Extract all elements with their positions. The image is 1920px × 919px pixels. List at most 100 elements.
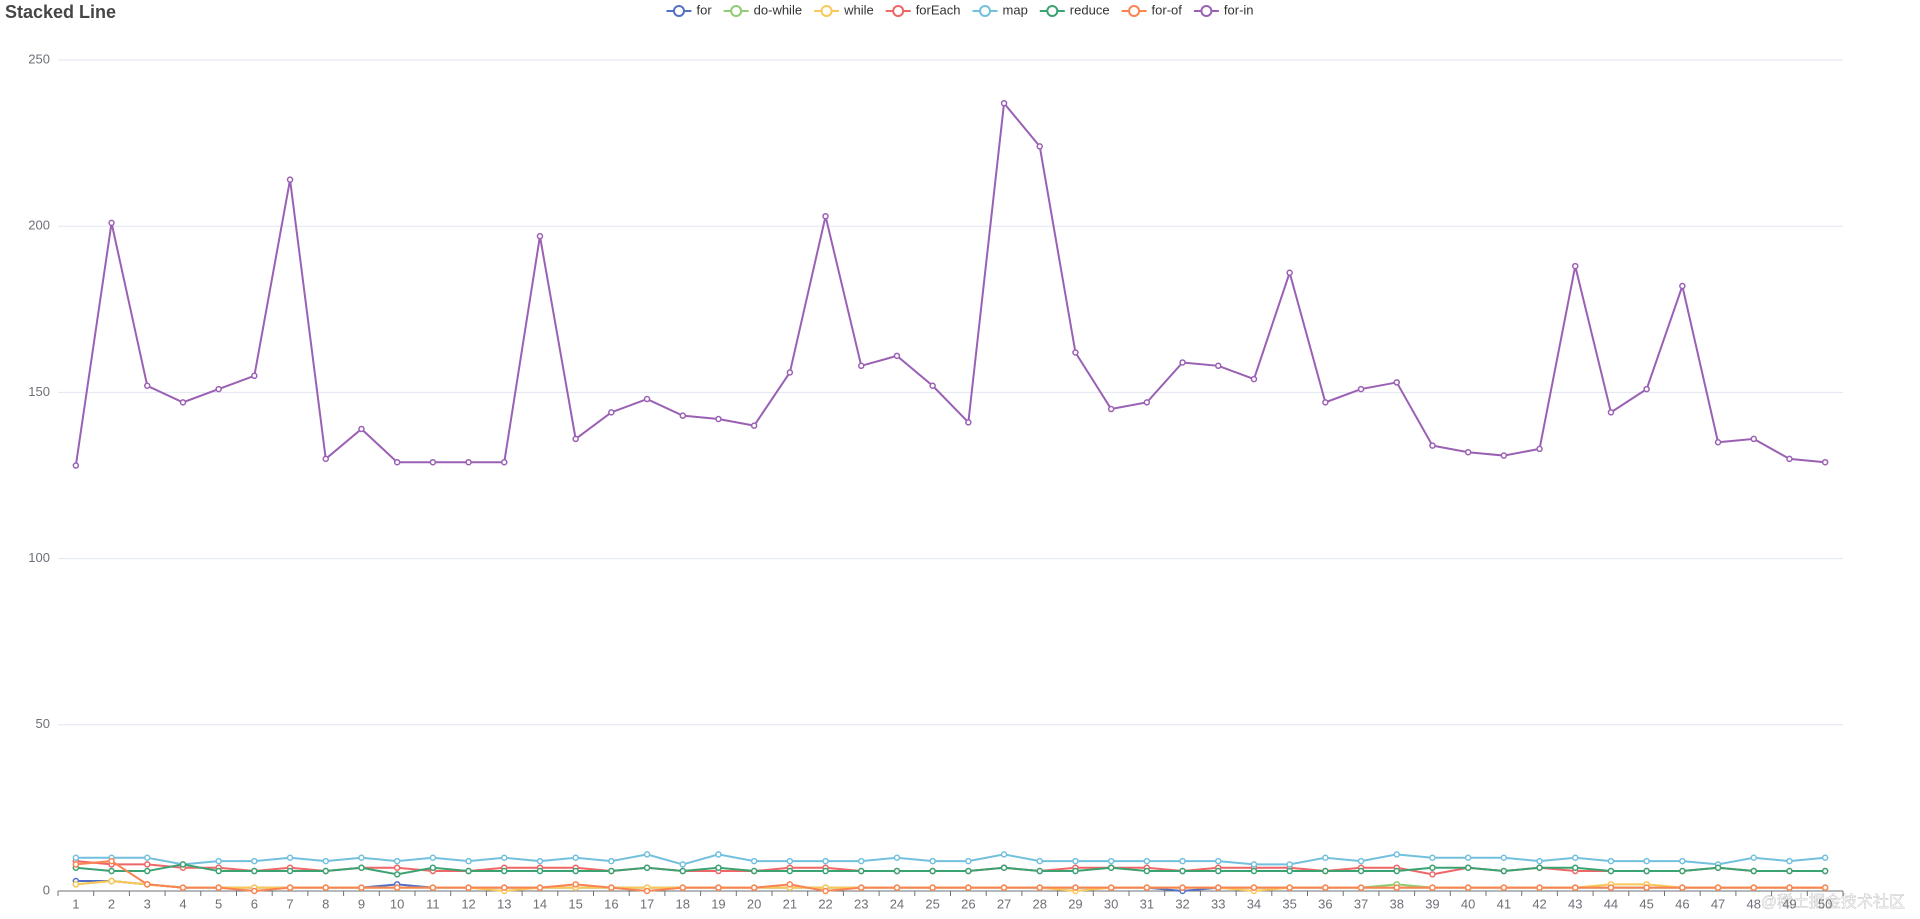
data-point (643, 887, 651, 895)
data-point (1429, 854, 1436, 862)
x-tick-label: 9 (358, 896, 365, 911)
data-point (1464, 854, 1472, 862)
data-point (786, 867, 794, 875)
x-tick-label: 19 (711, 896, 725, 911)
data-point (536, 857, 544, 865)
data-point (1322, 867, 1329, 875)
data-point (1572, 864, 1579, 871)
legend-item[interactable]: map (972, 2, 1028, 17)
x-tick-label: 23 (854, 896, 868, 911)
legend-item[interactable]: for-in (1193, 2, 1254, 17)
data-point (1572, 262, 1579, 270)
data-point (1821, 854, 1829, 862)
data-point (965, 857, 972, 865)
x-tick-label: 47 (1711, 896, 1725, 911)
data-point (501, 458, 508, 466)
data-point (251, 887, 258, 895)
data-point (929, 382, 936, 390)
legend-item[interactable]: for (666, 2, 712, 17)
chart-title: Stacked Line (5, 2, 116, 22)
data-point (1322, 854, 1329, 862)
data-point (1464, 864, 1472, 871)
data-point (1500, 884, 1508, 891)
data-point (144, 881, 151, 888)
data-point (286, 884, 294, 891)
y-tick-label: 0 (43, 882, 50, 897)
x-tick-label: 50 (1818, 896, 1832, 911)
data-point (179, 399, 187, 406)
data-point (536, 884, 544, 891)
data-point (786, 857, 794, 865)
data-point (572, 435, 579, 443)
series-line (75, 880, 1826, 893)
data-point (1179, 867, 1186, 875)
data-point (144, 854, 151, 862)
data-point (893, 884, 901, 891)
data-point (822, 857, 829, 865)
legend-item[interactable]: reduce (1039, 2, 1110, 17)
data-point (1143, 884, 1151, 891)
legend-item[interactable]: forEach (885, 2, 961, 17)
x-tick-label: 37 (1354, 896, 1368, 911)
series-line (74, 100, 1826, 466)
data-point (1429, 442, 1436, 449)
data-point (679, 861, 686, 868)
watermark: @稀土掘金技术社区 (1761, 893, 1905, 911)
data-point (144, 861, 151, 868)
data-point (1215, 867, 1222, 875)
data-point (893, 854, 901, 862)
data-point (1821, 867, 1829, 875)
data-point (1643, 884, 1650, 891)
data-point (858, 857, 865, 865)
legend-item[interactable]: for-of (1121, 2, 1183, 17)
data-point (1393, 884, 1400, 891)
data-point (1000, 884, 1008, 891)
x-tick-label: 7 (286, 896, 293, 911)
data-point (1072, 867, 1079, 875)
data-point (572, 867, 579, 875)
data-point (1250, 375, 1258, 383)
x-tick-label: 45 (1639, 896, 1653, 911)
data-point (108, 867, 115, 875)
data-point (1572, 854, 1579, 862)
x-tick-label: 17 (640, 896, 654, 911)
data-point (608, 867, 615, 875)
data-point (501, 884, 508, 891)
data-point (536, 232, 544, 240)
data-point (1679, 867, 1686, 875)
data-point (501, 867, 508, 875)
data-point (215, 867, 222, 875)
legend-icon (1128, 5, 1141, 17)
x-tick-label: 6 (251, 896, 258, 911)
data-point (1607, 409, 1615, 416)
x-tick-label: 38 (1390, 896, 1404, 911)
data-point (72, 861, 80, 868)
data-point (715, 864, 722, 871)
data-point (1607, 884, 1615, 891)
data-point (251, 867, 258, 875)
data-point (465, 867, 472, 875)
x-tick-label: 2 (108, 896, 115, 911)
legend-label: do-while (754, 2, 802, 17)
legend-icon (730, 5, 743, 17)
data-point (1143, 867, 1151, 875)
x-tick-label: 44 (1604, 896, 1618, 911)
data-point (572, 854, 579, 862)
data-point (251, 372, 258, 380)
data-point (858, 867, 865, 875)
data-point (393, 871, 401, 878)
data-point (1179, 857, 1186, 865)
data-point (1786, 857, 1793, 865)
legend-icon (1200, 5, 1213, 17)
data-point (750, 867, 758, 875)
data-point (1536, 864, 1543, 871)
x-tick-label: 31 (1140, 896, 1154, 911)
data-point (108, 877, 115, 885)
data-point (1286, 867, 1293, 875)
legend-item[interactable]: while (814, 2, 874, 17)
data-point (822, 867, 829, 875)
legend-item[interactable]: do-while (723, 2, 802, 17)
data-point (572, 881, 579, 888)
data-point (1107, 864, 1115, 871)
data-point (1250, 867, 1258, 875)
